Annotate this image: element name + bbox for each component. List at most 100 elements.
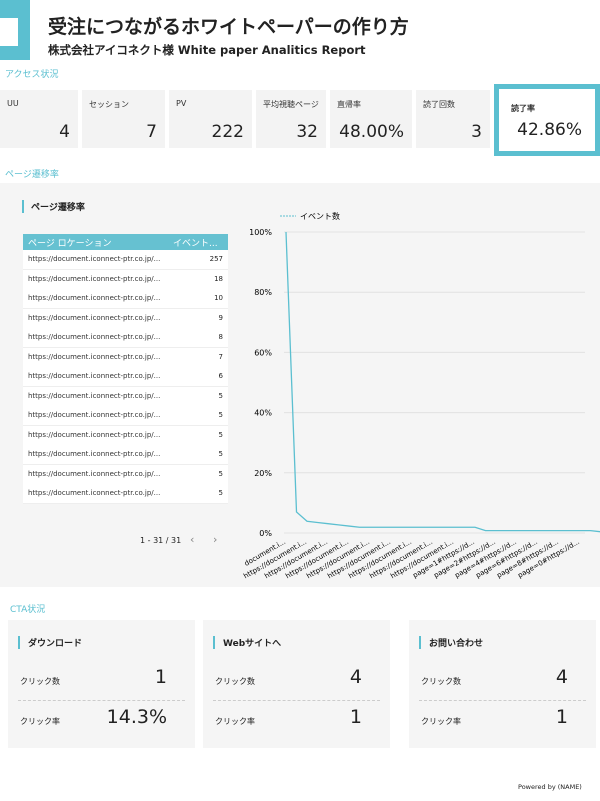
section-label: アクセス状況: [5, 70, 59, 80]
title: 受注につながるホワイトペーパーの作り方: [48, 16, 409, 38]
metric-value: 4: [555, 666, 568, 688]
kpi-label: セッション: [89, 100, 129, 109]
footer: Powered by (NAME): [518, 783, 582, 791]
cell-url: https://document.iconnect-ptr.co.jp/...: [28, 274, 161, 283]
divider: [18, 700, 185, 701]
cell-url: https://document.iconnect-ptr.co.jp/...: [28, 313, 161, 322]
metric-label: クリック率: [20, 717, 60, 726]
card-title: お問い合わせ: [419, 636, 483, 649]
cell-url: https://document.iconnect-ptr.co.jp/...: [28, 372, 161, 380]
kpi-value: 7: [146, 122, 157, 142]
cell-url: https://document.iconnect-ptr.co.jp/...: [28, 489, 161, 497]
y-tick-label: 80%: [254, 288, 272, 297]
pagination: 1 - 31 / 31: [140, 536, 182, 545]
kpi-label: 読了回数: [423, 100, 455, 109]
logo-cut: [0, 18, 18, 46]
section-label: CTA状況: [10, 605, 46, 615]
cell-url: https://document.iconnect-ptr.co.jp/...: [28, 352, 161, 361]
table-row: https://document.iconnect-ptr.co.jp/... 5: [23, 484, 228, 504]
y-tick-label: 100%: [249, 228, 272, 237]
cell-count: 7: [218, 352, 223, 361]
y-tick-label: 0%: [259, 529, 272, 538]
y-tick-label: 60%: [254, 348, 272, 357]
cell-url: https://document.iconnect-ptr.co.jp/...: [28, 450, 161, 458]
cell-count: 5: [218, 450, 223, 458]
kpi-label: 読了率: [511, 104, 535, 113]
section-label: ページ遷移率: [5, 170, 59, 180]
kpi-value: 4: [59, 122, 70, 142]
divider: [213, 700, 380, 701]
table-row: https://document.iconnect-ptr.co.jp/... 1…: [23, 269, 228, 290]
table-row: https://document.iconnect-ptr.co.jp/... 8: [23, 328, 228, 348]
y-tick-label: 20%: [254, 469, 272, 478]
y-tick-label: 40%: [254, 409, 272, 418]
cell-url: https://document.iconnect-ptr.co.jp/...: [28, 391, 161, 400]
cell-url: https://document.iconnect-ptr.co.jp/...: [28, 469, 161, 478]
table-row: https://document.iconnect-ptr.co.jp/... 5: [23, 445, 228, 465]
column-header: ページ ロケーション: [28, 239, 112, 249]
cell-count: 5: [218, 469, 223, 478]
kpi-value: 42.86%: [517, 120, 582, 140]
kpi-card: 直帰率 48.00%: [330, 90, 412, 148]
kpi-value: 32: [296, 122, 318, 142]
metric-label: クリック数: [215, 677, 255, 686]
table-row: https://document.iconnect-ptr.co.jp/... 5: [23, 425, 228, 446]
kpi-label: UU: [7, 99, 19, 108]
metric-value: 1: [555, 706, 568, 728]
kpi-value: 222: [211, 122, 244, 142]
kpi-card: UU 4: [0, 90, 78, 148]
cell-count: 10: [214, 294, 223, 302]
metric-label: クリック数: [20, 677, 60, 686]
kpi-value: 48.00%: [339, 122, 404, 142]
kpi-value: 3: [471, 122, 482, 142]
kpi-card: 読了率 42.86%: [504, 94, 590, 146]
metric-value: 1: [349, 706, 362, 728]
metric-value: 1: [154, 666, 167, 688]
cell-count: 5: [218, 391, 223, 400]
cell-url: https://document.iconnect-ptr.co.jp/...: [28, 411, 161, 419]
cell-url: https://document.iconnect-ptr.co.jp/...: [28, 430, 161, 439]
legend-label: イベント数: [300, 211, 340, 221]
kpi-card: セッション 7: [82, 90, 165, 148]
cell-url: https://document.iconnect-ptr.co.jp/...: [28, 255, 161, 263]
metric-label: クリック数: [421, 677, 461, 686]
kpi-card: 読了回数 3: [416, 90, 490, 148]
table-header: ページ ロケーション イベント...: [23, 234, 228, 250]
kpi-label: 直帰率: [337, 100, 361, 109]
prev-button[interactable]: ‹: [190, 533, 195, 546]
cell-count: 9: [218, 313, 223, 322]
cell-url: https://document.iconnect-ptr.co.jp/...: [28, 333, 161, 341]
cta-card: お問い合わせ クリック数 4 クリック率 1: [409, 620, 596, 748]
table-row: https://document.iconnect-ptr.co.jp/... 5: [23, 406, 228, 426]
kpi-label: PV: [176, 99, 187, 108]
cell-count: 5: [218, 411, 223, 419]
table-row: https://document.iconnect-ptr.co.jp/... 6: [23, 367, 228, 387]
line-series: [285, 231, 600, 533]
next-button[interactable]: ›: [213, 533, 218, 546]
cell-count: 8: [218, 333, 223, 341]
metric-value: 14.3%: [106, 706, 167, 728]
divider: [419, 700, 586, 701]
card-title: Webサイトへ: [213, 636, 281, 649]
panel-title: ページ遷移率: [22, 200, 85, 213]
kpi-label: 平均視聴ページ: [263, 100, 319, 109]
table-row: https://document.iconnect-ptr.co.jp/... 2…: [23, 250, 228, 270]
cell-count: 6: [218, 372, 223, 380]
cell-count: 257: [209, 255, 223, 263]
table-row: https://document.iconnect-ptr.co.jp/... 1…: [23, 289, 228, 309]
card-title: ダウンロード: [18, 636, 82, 649]
cell-count: 18: [214, 274, 223, 283]
cell-count: 5: [218, 489, 223, 497]
kpi-card: 平均視聴ページ 32: [256, 90, 326, 148]
metric-value: 4: [349, 666, 362, 688]
cta-card: ダウンロードクリック数 1 クリック率 14.3%: [8, 620, 195, 748]
cell-count: 5: [218, 430, 223, 439]
subtitle: 株式会社アイコネクト様 White paper Analitics Report: [48, 43, 366, 57]
table-row: https://document.iconnect-ptr.co.jp/... 9: [23, 308, 228, 329]
column-header: イベント...: [173, 239, 218, 249]
table-row: https://document.iconnect-ptr.co.jp/... 5: [23, 464, 228, 485]
cell-url: https://document.iconnect-ptr.co.jp/...: [28, 294, 161, 302]
cta-card: Webサイトへ クリック数 4 クリック率 1: [203, 620, 390, 748]
